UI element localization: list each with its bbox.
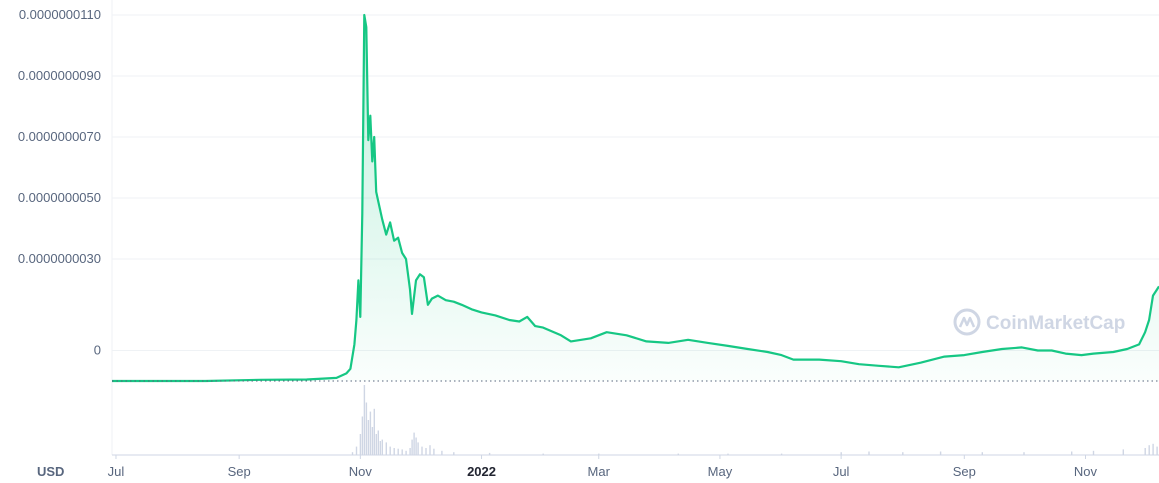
volume-bar [377,430,379,455]
y-tick-label: 0.0000000050 [18,190,101,205]
x-tick-label: Jul [108,464,125,479]
volume-bar [1092,450,1095,455]
volume-bar [409,448,411,455]
x-tick-label: Jul [833,464,850,479]
volume-bar [367,420,370,455]
volume-bar [677,453,679,455]
x-axis: Jul Sep Nov 2022 Mar May Jul Sep Nov [108,455,1098,479]
x-tick-label: Nov [349,464,373,479]
volume-bar [401,449,403,455]
volume-bar [397,448,399,455]
volume-bar [727,453,729,455]
y-tick-label: 0 [94,343,101,358]
volume-bar [361,416,364,455]
coinmarketcap-logo-wave [958,316,976,328]
x-tick-label: 2022 [467,464,496,479]
volume-bar [1023,452,1025,455]
volume-bar [425,448,427,455]
volume-bar [1148,445,1150,455]
price-line[interactable] [112,13,1159,383]
volume-bar [371,427,374,455]
volume-bar [373,408,375,455]
x-tick-label: Mar [588,464,611,479]
volume-bar [868,451,870,455]
volume-bar [598,453,600,455]
volume-bar [393,448,395,455]
volume-bar [840,452,842,455]
volume-bar [359,434,362,455]
volume-bar [421,446,423,455]
volume-bar [939,451,942,455]
y-tick-label: 0.0000000090 [18,68,101,83]
volume-bar [405,450,407,455]
x-tick-label: Nov [1074,464,1098,479]
volume-bar [1122,449,1124,455]
volume-bar [429,445,431,455]
volume-bar [1152,443,1154,455]
volume-bar [375,434,377,455]
y-tick-label: 0.0000000110 [19,7,101,22]
volume-bar [381,439,383,455]
volume-bar [355,446,358,455]
volume-bar [385,442,387,455]
volume-bar [981,452,983,455]
volume-bar [488,452,491,455]
volume-bar [1156,446,1158,455]
volume-bar [441,450,443,455]
volume-bar [389,446,391,455]
y-axis: 0.0000000110 0.0000000090 0.0000000070 0.00… [18,7,101,358]
chart-grid [111,0,1159,455]
volume-bar [453,452,455,455]
watermark: CoinMarketCap [953,308,1125,336]
x-tick-label: Sep [228,464,251,479]
y-tick-label: 0.0000000070 [18,129,101,144]
volume-bar [363,385,366,455]
volume-bar [417,442,419,455]
volume-bar [902,452,904,455]
volume-bar [415,437,417,455]
volume-bar [1144,448,1146,455]
volume-bar [542,453,544,455]
volume-bar [365,402,368,455]
x-tick-label: May [708,464,733,479]
price-area [112,15,1159,381]
volume-bar [413,432,415,455]
volume-bars [351,385,1158,455]
volume-bar [369,411,372,455]
volume-bar [379,441,381,455]
watermark-text: CoinMarketCap [986,313,1125,334]
coinmarketcap-logo-icon [953,308,981,336]
volume-bar [351,452,354,455]
y-tick-label: 0.0000000030 [18,251,101,266]
x-tick-label: Sep [953,464,976,479]
volume-bar [1071,451,1073,455]
volume-bar [433,448,435,455]
currency-label: USD [37,464,64,479]
volume-bar [780,453,783,455]
volume-bar [411,439,413,455]
